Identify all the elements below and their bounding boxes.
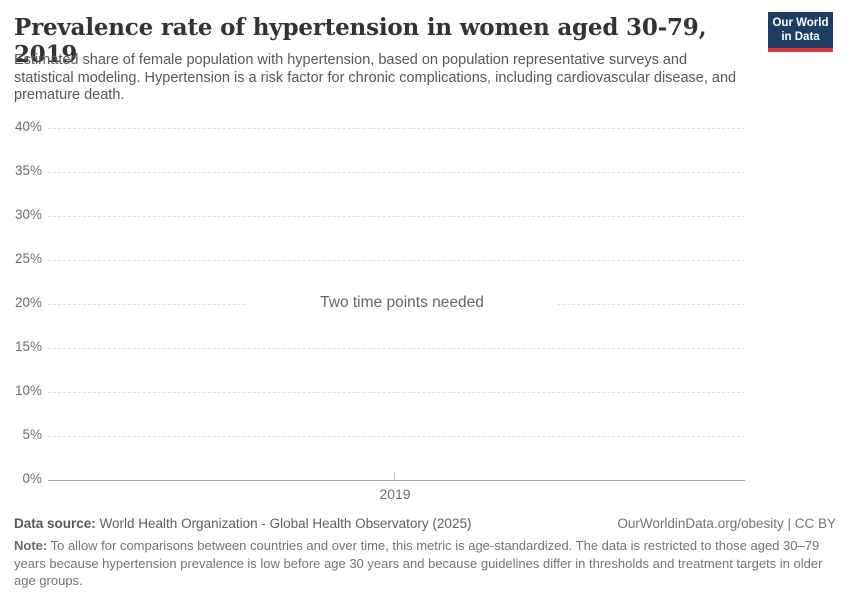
y-axis-tick-label: 20% <box>14 295 42 310</box>
y-gridline <box>48 215 745 217</box>
y-axis-tick-label: 25% <box>14 251 42 266</box>
y-axis-tick-label: 0% <box>22 471 42 486</box>
note-text: To allow for comparisons between countri… <box>14 538 823 588</box>
y-axis-tick-label: 10% <box>14 383 42 398</box>
y-gridline <box>48 259 745 261</box>
footer-source-row: Data source: World Health Organization -… <box>14 516 836 531</box>
attribution-link[interactable]: OurWorldinData.org/obesity | CC BY <box>617 516 836 531</box>
y-axis-tick-label: 40% <box>14 119 42 134</box>
y-gridline <box>48 435 745 437</box>
x-axis-line <box>48 479 745 481</box>
y-gridline <box>48 171 745 173</box>
data-source-label: Data source: <box>14 516 96 531</box>
owid-logo[interactable]: Our World in Data <box>768 12 833 52</box>
chart-subtitle: Estimated share of female population wit… <box>14 52 737 103</box>
owid-logo-line2: in Data <box>781 30 820 43</box>
data-source-text: Data source: World Health Organization -… <box>14 516 471 531</box>
y-axis-tick-label: 15% <box>14 339 42 354</box>
data-source-value: World Health Organization - Global Healt… <box>95 516 472 531</box>
y-axis-tick-label: 35% <box>14 163 42 178</box>
chart-empty-message: Two time points needed <box>246 294 558 312</box>
y-axis-tick-label: 30% <box>14 207 42 222</box>
footer-note: Note: To allow for comparisons between c… <box>14 537 840 590</box>
x-axis-tick <box>394 472 395 480</box>
y-gridline <box>48 347 745 349</box>
note-label: Note: <box>14 538 48 553</box>
y-gridline <box>48 391 745 393</box>
y-axis-tick-label: 5% <box>22 427 42 442</box>
x-axis-tick-label: 2019 <box>379 486 411 502</box>
y-gridline <box>48 127 745 129</box>
chart-title: Prevalence rate of hypertension in women… <box>14 14 707 68</box>
owid-logo-line1: Our World <box>772 17 829 29</box>
